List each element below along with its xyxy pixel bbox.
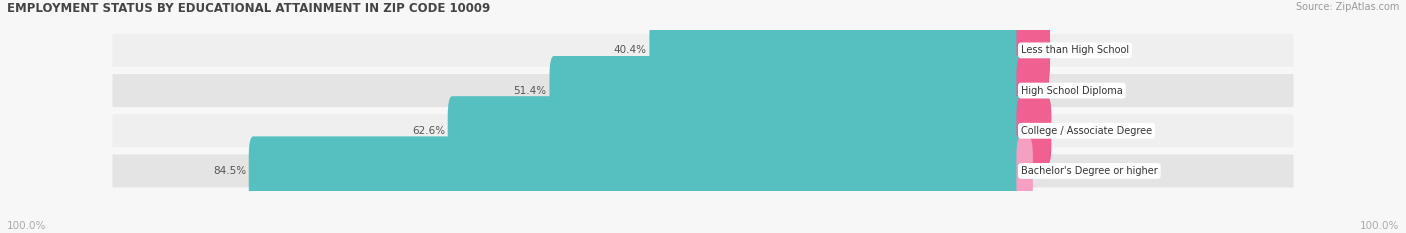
Text: 2.7%: 2.7%: [1033, 166, 1059, 176]
FancyBboxPatch shape: [1017, 136, 1033, 206]
Text: 51.4%: 51.4%: [513, 86, 547, 96]
FancyBboxPatch shape: [112, 154, 1294, 187]
Text: 9.5%: 9.5%: [1052, 126, 1078, 136]
FancyBboxPatch shape: [650, 16, 1025, 85]
Text: 100.0%: 100.0%: [1360, 221, 1399, 231]
FancyBboxPatch shape: [550, 56, 1025, 125]
Text: EMPLOYMENT STATUS BY EDUCATIONAL ATTAINMENT IN ZIP CODE 10009: EMPLOYMENT STATUS BY EDUCATIONAL ATTAINM…: [7, 2, 491, 15]
Text: 84.5%: 84.5%: [212, 166, 246, 176]
FancyBboxPatch shape: [447, 96, 1025, 165]
Text: High School Diploma: High School Diploma: [1021, 86, 1123, 96]
Text: 8.6%: 8.6%: [1049, 86, 1076, 96]
FancyBboxPatch shape: [1017, 16, 1050, 85]
Text: 62.6%: 62.6%: [412, 126, 444, 136]
Text: Less than High School: Less than High School: [1021, 45, 1129, 55]
Text: 100.0%: 100.0%: [7, 221, 46, 231]
Text: Bachelor's Degree or higher: Bachelor's Degree or higher: [1021, 166, 1157, 176]
FancyBboxPatch shape: [1017, 56, 1049, 125]
Text: College / Associate Degree: College / Associate Degree: [1021, 126, 1152, 136]
FancyBboxPatch shape: [112, 34, 1294, 67]
FancyBboxPatch shape: [112, 74, 1294, 107]
Text: Source: ZipAtlas.com: Source: ZipAtlas.com: [1295, 2, 1399, 12]
FancyBboxPatch shape: [1017, 96, 1052, 165]
FancyBboxPatch shape: [249, 136, 1025, 206]
Text: 40.4%: 40.4%: [613, 45, 647, 55]
FancyBboxPatch shape: [112, 114, 1294, 147]
Text: 9.0%: 9.0%: [1050, 45, 1077, 55]
